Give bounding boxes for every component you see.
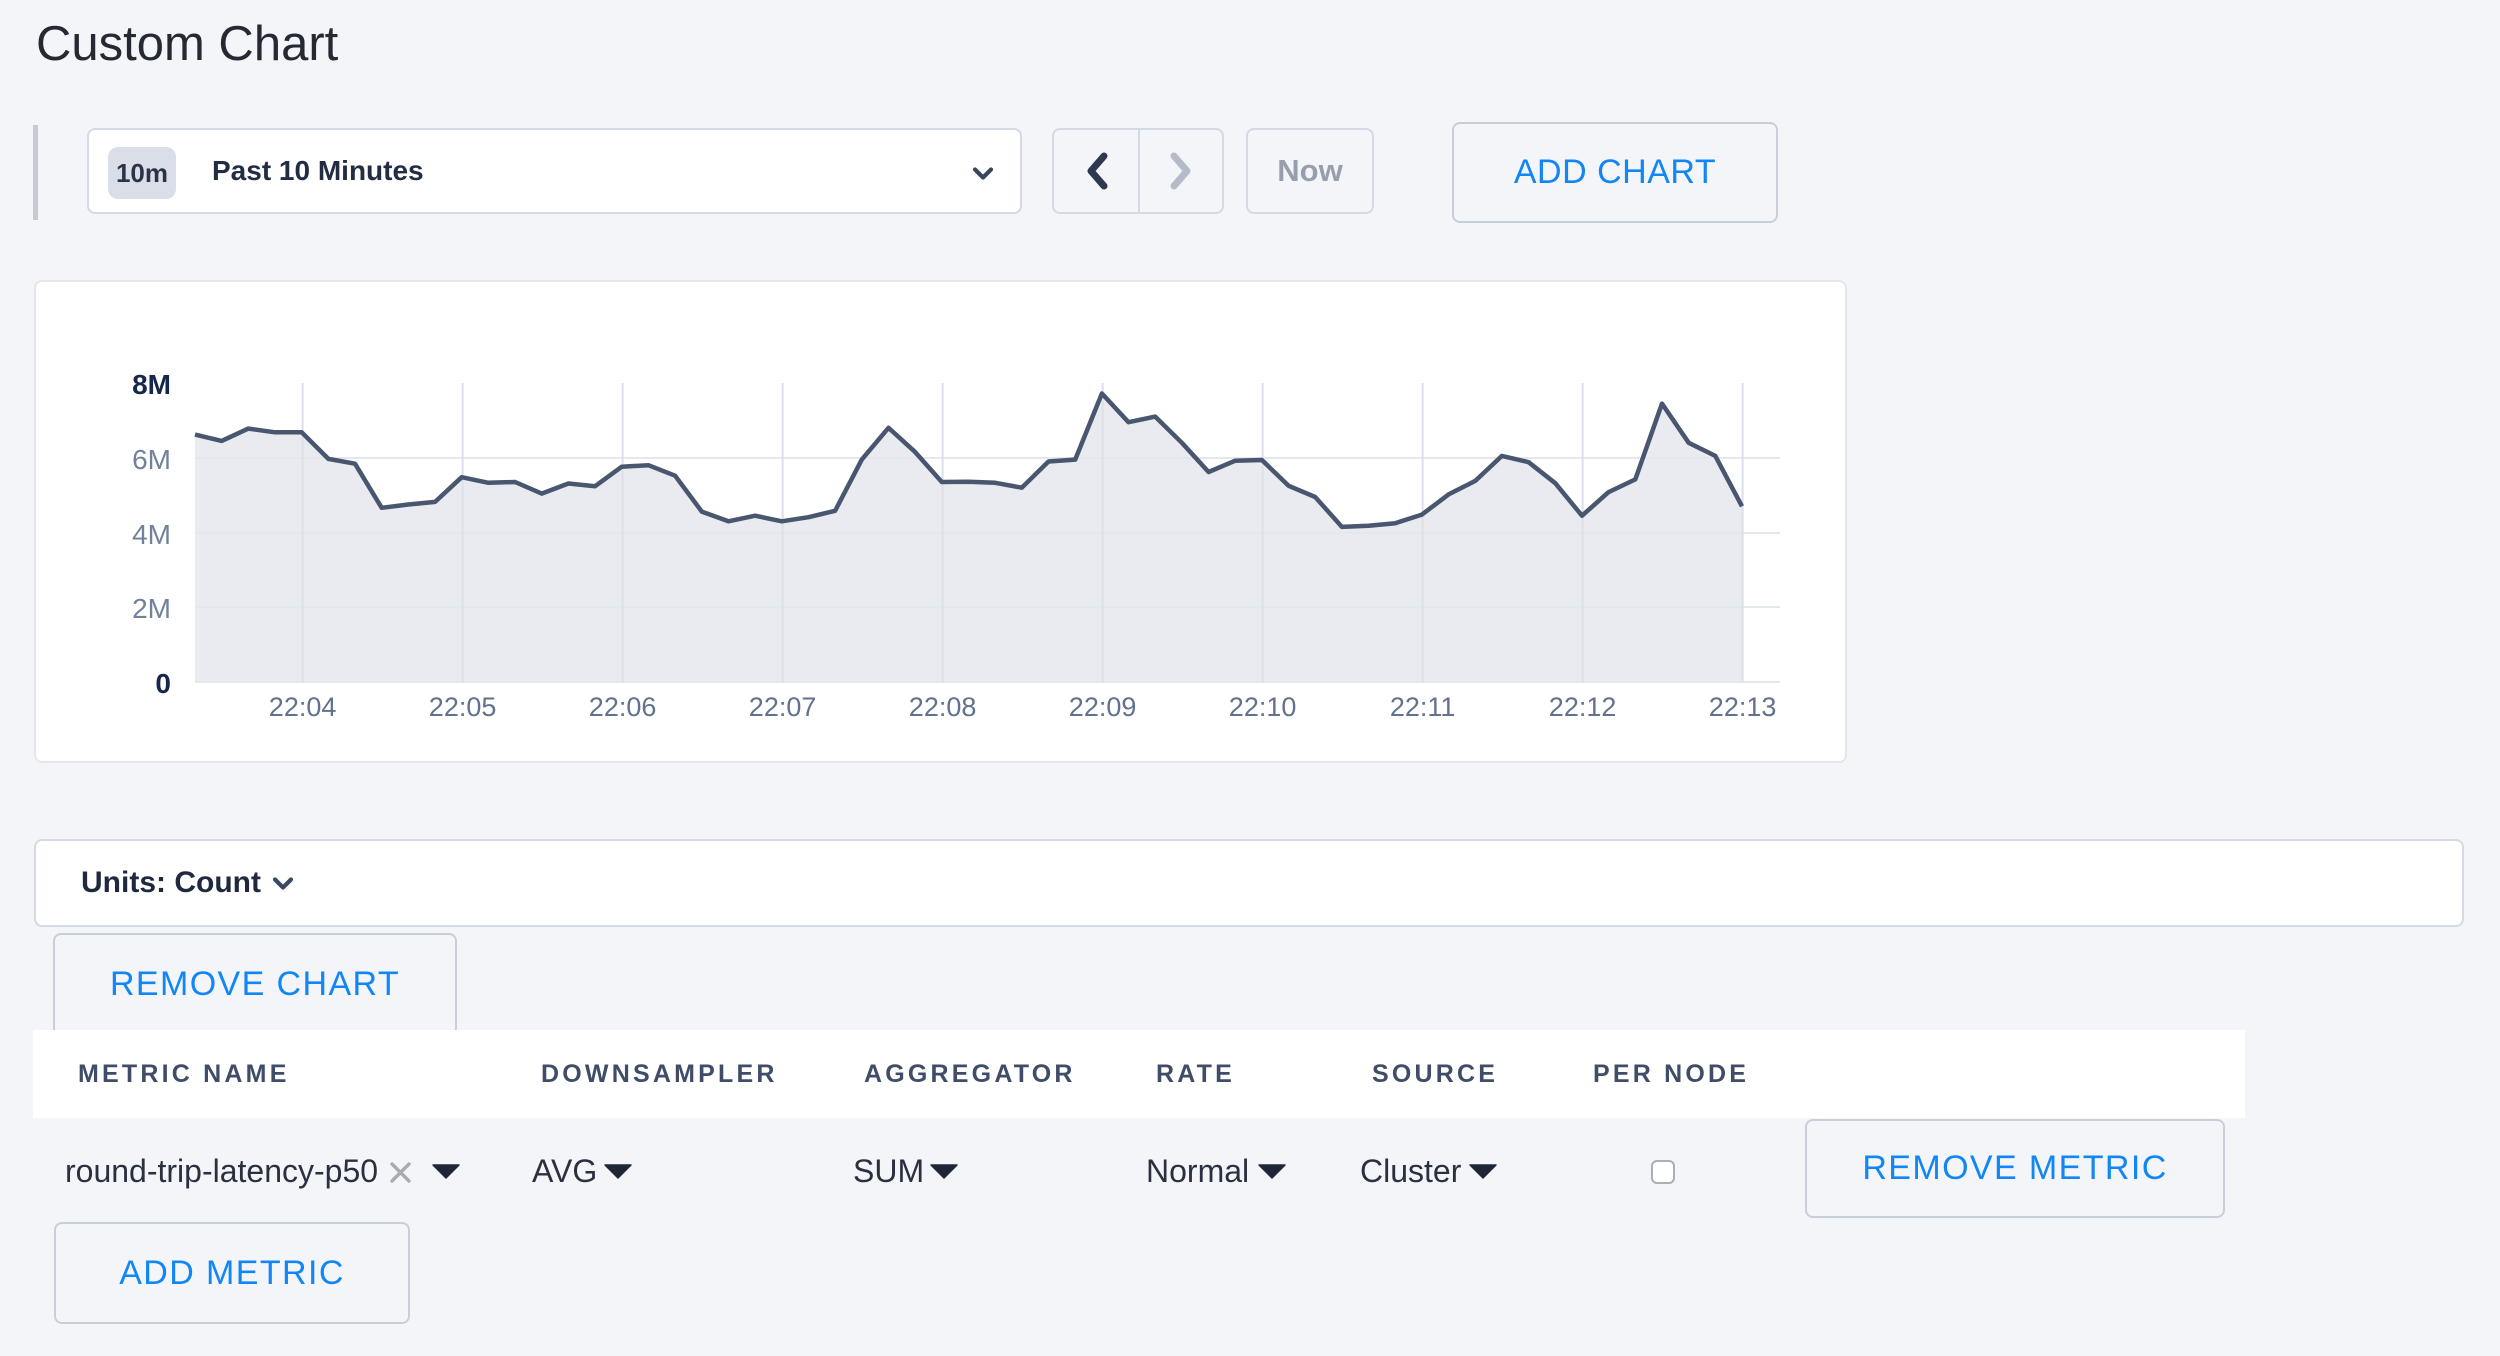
svg-text:4M: 4M <box>132 519 171 550</box>
svg-text:6M: 6M <box>132 444 171 475</box>
svg-text:22:09: 22:09 <box>1069 692 1137 722</box>
svg-text:2M: 2M <box>132 593 171 624</box>
svg-text:22:10: 22:10 <box>1229 692 1297 722</box>
svg-text:22:13: 22:13 <box>1709 692 1777 722</box>
svg-text:22:05: 22:05 <box>429 692 497 722</box>
svg-text:22:12: 22:12 <box>1549 692 1617 722</box>
svg-text:22:11: 22:11 <box>1390 692 1456 722</box>
svg-text:0: 0 <box>155 668 171 699</box>
svg-text:8M: 8M <box>132 369 171 400</box>
svg-text:22:08: 22:08 <box>909 692 977 722</box>
svg-text:22:07: 22:07 <box>749 692 817 722</box>
svg-text:22:06: 22:06 <box>589 692 657 722</box>
svg-text:22:04: 22:04 <box>269 692 337 722</box>
